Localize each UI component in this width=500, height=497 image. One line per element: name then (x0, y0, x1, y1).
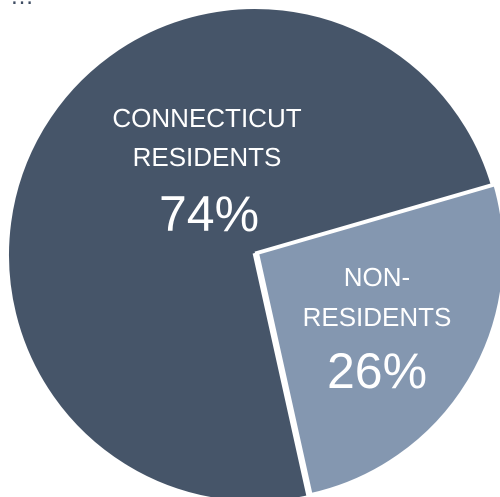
pie-slice-non-residents (254, 181, 500, 497)
pie-labels: CONNECTICUT RESIDENTS 74% NON- RESIDENTS… (112, 103, 451, 399)
pie-slice-connecticut-residents (5, 5, 496, 497)
slice-percent-connecticut: 74% (159, 186, 259, 242)
chart-title: … (10, 0, 34, 10)
slice-label-connecticut-line-1: CONNECTICUT (112, 103, 301, 133)
slice-label-nonresidents-line-2: RESIDENTS (303, 302, 452, 332)
slice-label-nonresidents-line-1: NON- (344, 262, 410, 292)
slice-label-connecticut-line-2: RESIDENTS (133, 142, 282, 172)
slice-percent-nonresidents: 26% (327, 343, 427, 399)
pie-slices (5, 5, 500, 497)
